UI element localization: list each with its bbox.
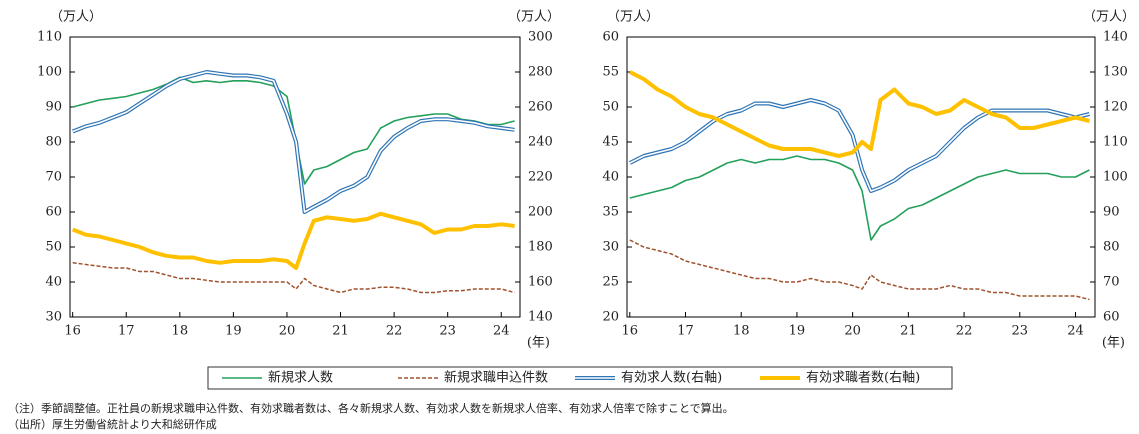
x-tick-label: 22	[386, 324, 403, 339]
y2-tick-label: 260	[528, 100, 553, 115]
y2-tick-label: 220	[528, 170, 553, 185]
y-tick-label: 100	[37, 65, 62, 80]
y-tick-label: 20	[602, 310, 619, 325]
series-line-inner	[72, 71, 515, 213]
y-tick-label: 60	[45, 205, 62, 220]
y2-tick-label: 280	[528, 65, 553, 80]
y-tick-label: 80	[45, 135, 62, 150]
y2-tick-label: 240	[528, 135, 553, 150]
y-tick-label: 40	[602, 170, 619, 185]
x-tick-label: 23	[1012, 324, 1029, 339]
y-tick-label: 50	[45, 240, 62, 255]
legend-label: 新規求人数	[268, 370, 333, 386]
y2-tick-label: 200	[528, 205, 553, 220]
y2-tick-label: 70	[1103, 275, 1120, 290]
y2-tick-label: 60	[1103, 310, 1120, 325]
y2-unit: （万人）	[508, 10, 560, 25]
legend-label: 有効求人数(右軸)	[621, 371, 722, 386]
y2-tick-label: 140	[1103, 30, 1128, 45]
x-tick-label: 21	[900, 324, 917, 339]
y2-tick-label: 80	[1103, 240, 1120, 255]
y-tick-label: 40	[45, 275, 62, 290]
y-tick-label: 30	[45, 310, 62, 325]
y2-tick-label: 130	[1103, 65, 1128, 80]
x-tick-label: 19	[789, 324, 806, 339]
y-tick-label: 110	[37, 30, 62, 45]
y2-tick-label: 300	[528, 30, 553, 45]
series-line	[71, 211, 515, 270]
y-tick-label: 70	[45, 170, 62, 185]
x-unit: (年)	[1102, 336, 1125, 351]
x-tick-label: 24	[1067, 324, 1084, 339]
y2-tick-label: 110	[1103, 135, 1128, 150]
x-tick-label: 19	[225, 324, 242, 339]
x-tick-label: 16	[622, 324, 639, 339]
x-tick-label: 22	[956, 324, 973, 339]
series-line-inner	[629, 99, 1090, 192]
y-tick-label: 45	[602, 135, 619, 150]
x-tick-label: 17	[677, 324, 694, 339]
series-line	[628, 70, 1090, 158]
y-tick-label: 90	[45, 100, 62, 115]
x-tick-label: 20	[844, 324, 861, 339]
x-tick-label: 23	[439, 324, 456, 339]
legend-box	[207, 366, 953, 390]
series-line	[72, 262, 515, 294]
x-tick-label: 24	[493, 324, 510, 339]
x-tick-label: 17	[118, 324, 135, 339]
y-tick-label: 50	[602, 100, 619, 115]
x-unit: (年)	[527, 336, 550, 351]
legend-label: 有効求職者数(右軸)	[806, 371, 920, 386]
x-tick-label: 21	[332, 324, 349, 339]
y-tick-label: 60	[602, 30, 619, 45]
x-tick-label: 20	[279, 324, 296, 339]
y-tick-label: 25	[602, 275, 619, 290]
series-line	[629, 155, 1090, 241]
x-tick-label: 16	[64, 324, 81, 339]
y2-tick-label: 180	[528, 240, 553, 255]
y-unit: （万人）	[607, 10, 659, 25]
y2-unit: （万人）	[1083, 10, 1135, 25]
plot-frame	[69, 36, 521, 318]
source: （出所）厚生労働省統計より大和総研作成	[8, 417, 217, 431]
note: （注）季節調整値。正社員の新規求職申込件数、有効求職者数は、各々新規求人数、有効…	[8, 401, 734, 415]
y2-tick-label: 160	[528, 275, 553, 290]
y2-tick-label: 90	[1103, 205, 1120, 220]
y-unit: （万人）	[50, 10, 102, 25]
y-tick-label: 55	[602, 65, 619, 80]
series-line	[629, 239, 1090, 301]
x-tick-label: 18	[733, 324, 750, 339]
legend-label: 新規求職申込件数	[444, 370, 548, 386]
x-tick-label: 18	[172, 324, 189, 339]
y2-tick-label: 140	[528, 310, 553, 325]
y2-tick-label: 100	[1103, 170, 1128, 185]
y-tick-label: 35	[602, 205, 619, 220]
y2-tick-label: 120	[1103, 100, 1128, 115]
y-tick-label: 30	[602, 240, 619, 255]
